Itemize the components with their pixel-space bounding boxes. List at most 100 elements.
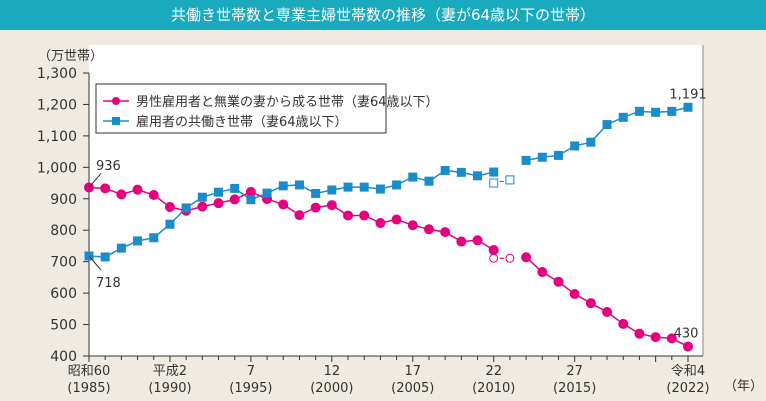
data-point-series-0 [278,199,289,210]
chart-title: 共働き世帯数と専業主婦世帯数の推移（妻が64歳以下の世帯） [0,0,766,30]
data-point-series-1 [343,182,353,192]
data-point-series-1 [359,182,369,192]
annotation-label: 718 [96,276,121,291]
data-point-series-1 [230,183,240,193]
x-tick-label-era: 27 [566,364,583,379]
y-tick-label: 1,300 [37,66,77,82]
data-point-series-1 [278,181,288,191]
data-point-series-0 [472,235,483,246]
data-point-series-1 [456,167,466,177]
data-point-series-1 [100,252,110,262]
y-tick-label: 400 [50,349,77,365]
data-point-series-1 [214,187,224,197]
data-point-series-0 [245,186,256,197]
data-point-series-0 [634,328,645,339]
x-tick-label-year: (1985) [67,381,110,396]
data-point-series-1 [570,141,580,151]
data-point-series-0 [407,220,418,231]
data-point-series-1 [408,172,418,182]
data-point-series-0 [148,190,159,201]
data-point-series-0 [391,214,402,225]
legend-label-dual-income: 雇用者の共働き世帯（妻64歳以下） [136,114,348,130]
data-point-series-0 [116,189,127,200]
y-tick-label: 900 [50,192,77,208]
x-tick-label-era: 17 [405,364,422,379]
data-point-series-0 [343,210,354,221]
data-point-series-0 [132,184,143,195]
y-tick-label: 800 [50,223,77,239]
y-tick-label: 1,000 [37,160,77,176]
x-tick-label-era: 7 [247,364,255,379]
data-point-series-0 [618,318,629,329]
x-tick-label-year: (2022) [666,381,709,396]
data-point-series-1 [197,192,207,202]
data-point-series-0 [294,210,305,221]
data-point-series-1 [181,203,191,213]
data-point-series-0 [100,183,111,194]
y-tick-label: 1,100 [37,129,77,145]
x-tick-label-era: 平成2 [153,364,187,379]
x-tick-label-year: (1995) [229,381,272,396]
y-tick-label: 600 [50,286,77,302]
x-tick-label-year: (1990) [148,381,191,396]
data-point-series-0 [650,332,661,343]
y-axis-label: （万世帯） [38,49,103,64]
y-tick-label: 500 [50,318,77,334]
data-point-series-1 [489,167,499,177]
annotation-label: 430 [674,327,699,342]
data-point-series-1 [537,152,547,162]
data-point-series-0 [164,201,175,212]
data-point-series-1 [440,165,450,175]
data-point-series-1 [262,188,272,198]
data-point-series-0 [440,227,451,238]
reference-point-series-1 [489,178,499,188]
x-tick-label-year: (2005) [391,381,434,396]
data-point-series-0 [375,217,386,228]
legend: 男性雇用者と無業の妻から成る世帯（妻64歳以下） 雇用者の共働き世帯（妻64歳以… [95,83,439,134]
data-point-series-0 [553,276,564,287]
legend-marker-circle [112,97,120,105]
annotation-label: 936 [96,159,121,174]
data-point-series-1 [246,195,256,205]
data-point-series-1 [424,176,434,186]
reference-point-series-0 [489,253,499,263]
data-point-series-1 [311,188,321,198]
data-point-series-1 [521,155,531,165]
data-point-series-1 [294,180,304,190]
data-point-series-1 [634,106,644,116]
data-point-series-0 [537,267,548,278]
annotation-label: 1,191 [669,87,706,102]
data-point-series-0 [456,236,467,247]
data-point-series-0 [326,200,337,211]
data-point-series-1 [651,107,661,117]
x-tick-label-era: 12 [324,364,341,379]
data-point-series-1 [392,180,402,190]
data-point-series-1 [683,102,693,112]
data-point-series-0 [488,245,499,256]
annotation-leader [88,255,102,271]
data-point-series-0 [310,202,321,213]
reference-point-series-0 [505,253,515,263]
x-tick-label-year: (2015) [553,381,596,396]
data-point-series-0 [569,289,580,300]
data-point-series-1 [327,185,337,195]
data-point-series-1 [84,251,94,261]
y-tick-label: 700 [50,255,77,271]
legend-marker-square [112,117,120,125]
data-point-series-0 [602,306,613,317]
x-axis-unit: （年） [724,379,763,394]
data-point-series-1 [116,243,126,253]
data-point-series-0 [229,194,240,205]
data-point-series-0 [585,298,596,309]
x-tick-label-year: (2000) [310,381,353,396]
legend-label-housewife: 男性雇用者と無業の妻から成る世帯（妻64歳以下） [136,94,439,110]
data-point-series-0 [359,210,370,221]
annotation-leader [88,173,102,188]
x-tick-label-era: 昭和60 [68,364,111,379]
data-point-series-1 [618,112,628,122]
data-point-series-1 [553,150,563,160]
data-point-series-0 [683,341,693,352]
data-point-series-0 [666,333,677,344]
y-tick-label: 1,200 [37,97,77,113]
